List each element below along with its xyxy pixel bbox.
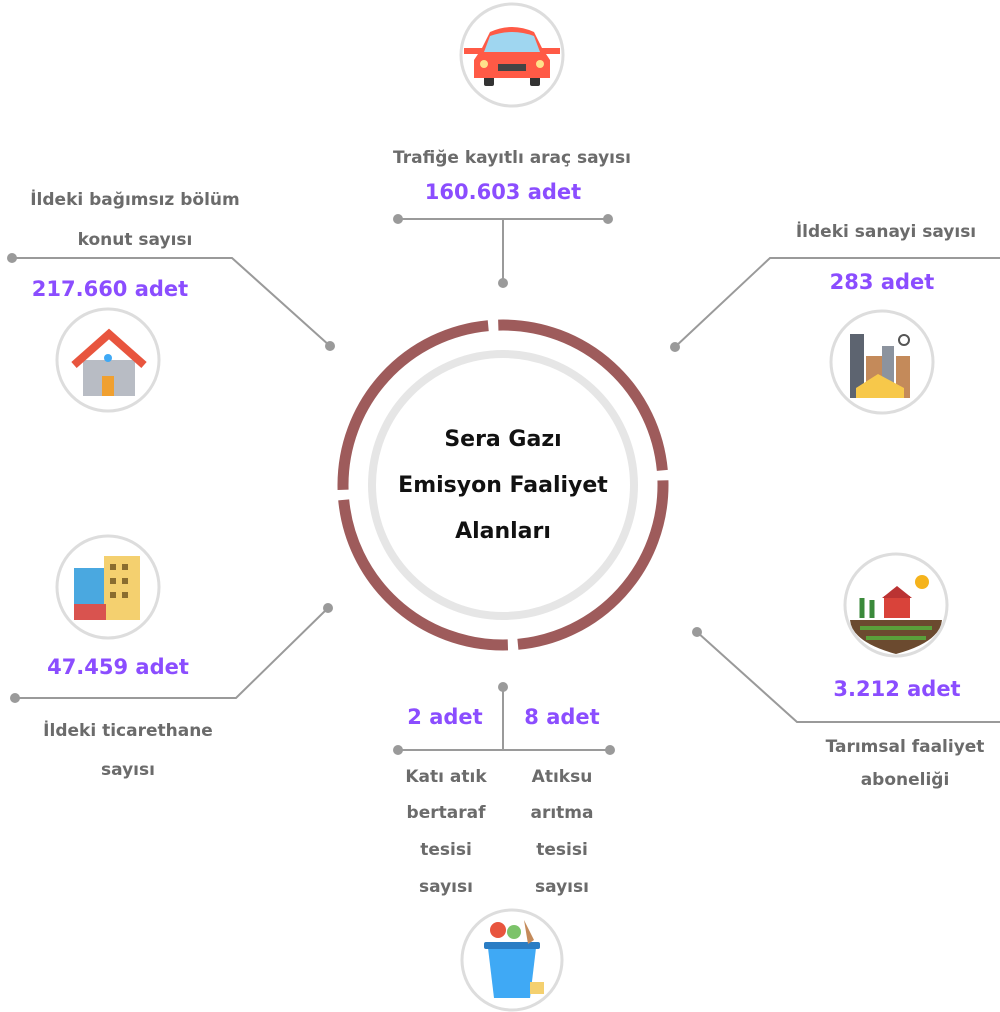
item-label: İldeki ticarethane bbox=[43, 719, 213, 741]
item-label: Tarımsal faaliyet bbox=[826, 737, 985, 757]
item-label: tesisi bbox=[420, 840, 472, 860]
farm-icon bbox=[843, 552, 949, 658]
item-label: Trafiğe kayıtlı araç sayısı bbox=[393, 148, 631, 168]
item-label: konut sayısı bbox=[78, 230, 193, 250]
center-ring bbox=[337, 319, 669, 651]
center-title: Alanları bbox=[455, 519, 551, 544]
item-value: 8 adet bbox=[524, 705, 599, 729]
item-value: 2 adet bbox=[407, 705, 482, 729]
item-value: 47.459 adet bbox=[47, 655, 189, 679]
center-title: Emisyon Faaliyet bbox=[398, 473, 608, 498]
item-label: sayısı bbox=[535, 877, 589, 897]
item-label: arıtma bbox=[531, 803, 594, 823]
trash-icon bbox=[460, 908, 564, 1012]
item-label: İldeki sanayi sayısı bbox=[796, 220, 976, 242]
item-value: 283 adet bbox=[830, 270, 935, 294]
item-label: Katı atık bbox=[405, 767, 487, 787]
item-value: 3.212 adet bbox=[833, 677, 960, 701]
item-label: sayısı bbox=[101, 760, 155, 780]
building-icon bbox=[55, 534, 161, 640]
item-label: Atıksu bbox=[532, 767, 593, 787]
item-label: tesisi bbox=[536, 840, 588, 860]
house-icon bbox=[55, 307, 161, 413]
factory-icon bbox=[829, 309, 935, 415]
center-title: Sera Gazı bbox=[444, 427, 561, 452]
item-label: aboneliği bbox=[861, 770, 950, 790]
item-label: İldeki bağımsız bölüm bbox=[30, 188, 240, 210]
connectors bbox=[7, 214, 1000, 755]
item-label: sayısı bbox=[419, 877, 473, 897]
car-icon bbox=[459, 2, 565, 108]
item-value: 217.660 adet bbox=[32, 277, 188, 301]
item-label: bertaraf bbox=[407, 803, 487, 823]
item-value: 160.603 adet bbox=[425, 180, 581, 204]
